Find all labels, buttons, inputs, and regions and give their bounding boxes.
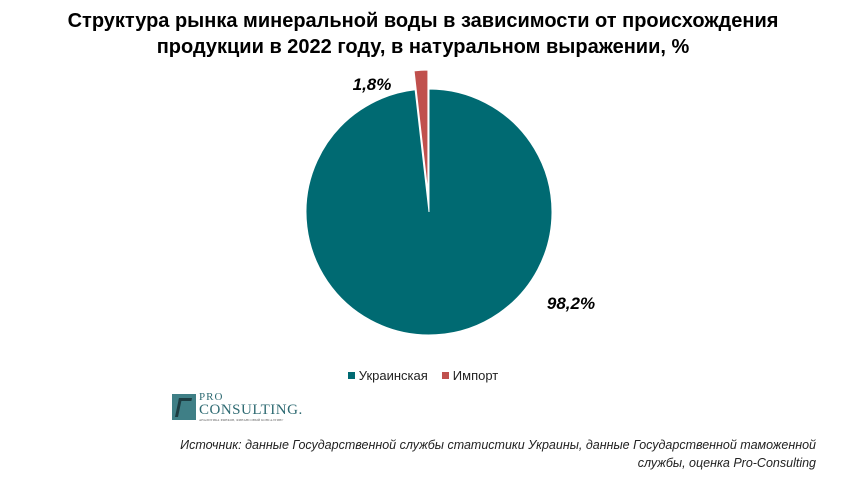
logo-text: PRO CONSULTING. АНАЛИТИКА РЫНКОВ, ФИНАНС… xyxy=(199,392,303,422)
source-note: Источник: данные Государственной службы … xyxy=(76,436,816,472)
source-note-line-1: Источник: данные Государственной службы … xyxy=(180,438,816,452)
logo-line-1: PRO xyxy=(199,391,224,403)
legend: Украинская Импорт xyxy=(0,368,846,383)
data-label-ukrainian: 98,2% xyxy=(547,294,595,313)
legend-item-ukrainian: Украинская xyxy=(347,368,428,383)
source-note-line-2: службы, оценка Pro-Consulting xyxy=(637,456,816,470)
legend-swatch-import xyxy=(441,372,449,379)
legend-label-import: Импорт xyxy=(452,368,499,383)
logo-mark-icon xyxy=(172,394,196,420)
logo-line-2: CONSULTING. xyxy=(199,402,303,418)
logo-tagline: АНАЛИТИКА РЫНКОВ, ФИНАНСОВЫЙ КОНСАЛТИНГ xyxy=(199,418,284,422)
pie-slice-ukrainian xyxy=(305,88,553,336)
legend-swatch-ukrainian xyxy=(347,372,355,379)
chart-title-line-1: Структура рынка минеральной воды в завис… xyxy=(67,10,779,32)
pro-consulting-logo: PRO CONSULTING. АНАЛИТИКА РЫНКОВ, ФИНАНС… xyxy=(172,392,303,422)
data-label-import: 1,8% xyxy=(353,75,392,94)
chart-title-line-2: продукции в 2022 году, в натуральном выр… xyxy=(156,36,690,58)
legend-label-ukrainian: Украинская xyxy=(358,368,428,383)
pie-slice-import xyxy=(413,69,429,194)
legend-item-import: Импорт xyxy=(441,368,499,383)
chart-title: Структура рынка минеральной воды в завис… xyxy=(0,8,846,60)
